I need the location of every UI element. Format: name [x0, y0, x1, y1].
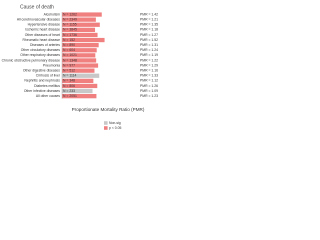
count-label: N = 1155	[63, 23, 77, 27]
y-tick-label: Other circulatory diseases	[21, 48, 61, 52]
bar	[62, 12, 102, 17]
bar	[62, 88, 93, 94]
value-label: PMR = 1.33	[140, 74, 158, 78]
value-label: PMR = 1.26	[140, 84, 158, 88]
y-tick-label: Rheumatic heart disease	[22, 38, 60, 42]
y-tick-label: Ischemic heart disease	[25, 28, 60, 32]
y-tick-label: Cirrhosis of liver	[36, 74, 61, 78]
count-label: N = 1021	[63, 53, 77, 57]
x-axis-label: Proportionate Mortality Ratio (PMR)	[72, 107, 145, 112]
value-label: PMR = 1.24	[140, 48, 158, 52]
y-tick-label: All other causes	[36, 94, 60, 98]
bar	[62, 78, 94, 83]
count-label: N = 2349	[63, 18, 77, 22]
count-label: N = 806	[63, 84, 75, 88]
value-label: PMR = 1.52	[140, 38, 158, 42]
value-label: PMR = 1.09	[140, 89, 158, 93]
bar	[62, 68, 95, 73]
count-label: N = 512	[63, 69, 75, 73]
legend-label: p < 0.05	[109, 126, 121, 130]
chart: Cause of death Proportionate Mortality R…	[2, 4, 159, 130]
count-label: N = 1114	[63, 74, 76, 78]
bar	[62, 22, 100, 27]
count-label: N = 152	[63, 38, 75, 42]
value-label: PMR = 1.23	[140, 94, 158, 98]
y-tick-label: Pneumonia	[43, 63, 60, 67]
chart-title: Cause of death	[20, 4, 54, 10]
value-label: PMR = 1.27	[140, 33, 158, 37]
y-tick-label: Chronic obstructive pulmonary disease	[2, 58, 61, 62]
count-label: N = 977	[63, 63, 75, 67]
bar	[62, 32, 98, 38]
y-tick-label: Other respiratory diseases	[20, 53, 60, 57]
count-label: N = 3845	[63, 28, 77, 32]
value-label: PMR = 1.22	[140, 58, 158, 62]
legend-swatch	[104, 121, 108, 125]
count-label: N = 604	[63, 48, 75, 52]
value-label: PMR = 1.16	[140, 69, 158, 73]
bar	[62, 48, 97, 53]
legend-label: Non-sig	[109, 121, 121, 125]
bar	[62, 17, 96, 22]
count-label: N = 890	[63, 43, 75, 47]
bar	[62, 73, 100, 78]
y-tick-label: Other infective diseases	[24, 89, 60, 93]
value-label: PMR = 1.19	[140, 53, 158, 57]
y-tick-label: Alcoholism	[44, 12, 61, 16]
bar	[62, 43, 99, 48]
y-tick-label: Hypertensive disease	[28, 23, 61, 27]
value-label: PMR = 1.18	[140, 28, 158, 32]
value-label: PMR = 1.21	[140, 18, 158, 22]
bar	[62, 94, 97, 99]
bar	[62, 58, 97, 63]
y-tick-label: Diabetes mellitus	[34, 84, 60, 88]
bar	[62, 37, 105, 43]
value-label: PMR = 1.42	[140, 12, 158, 16]
y-tick-label: All cerebrovascular diseases	[17, 18, 60, 22]
value-label: PMR = 1.31	[140, 43, 158, 47]
count-label: N = 2051	[63, 94, 77, 98]
count-label: N = 1736	[63, 33, 77, 37]
bar	[62, 27, 96, 32]
count-label: N = 1348	[63, 58, 77, 62]
bar	[62, 83, 98, 89]
value-label: PMR = 1.29	[140, 63, 158, 67]
y-tick-label: Other digestive diseases	[23, 69, 60, 73]
count-label: N = 348	[63, 79, 75, 83]
legend-swatch	[104, 126, 108, 130]
y-tick-label: Other diseases of heart	[25, 33, 60, 37]
y-tick-label: Nephritis and nephrosis	[24, 79, 60, 83]
bar	[62, 63, 99, 68]
count-label: N = 233	[63, 89, 75, 93]
bar	[62, 53, 96, 58]
y-tick-label: Diseases of arteries	[30, 43, 60, 47]
value-label: PMR = 1.12	[140, 79, 158, 83]
value-label: PMR = 1.35	[140, 23, 158, 27]
count-label: N = 1262	[63, 12, 77, 16]
